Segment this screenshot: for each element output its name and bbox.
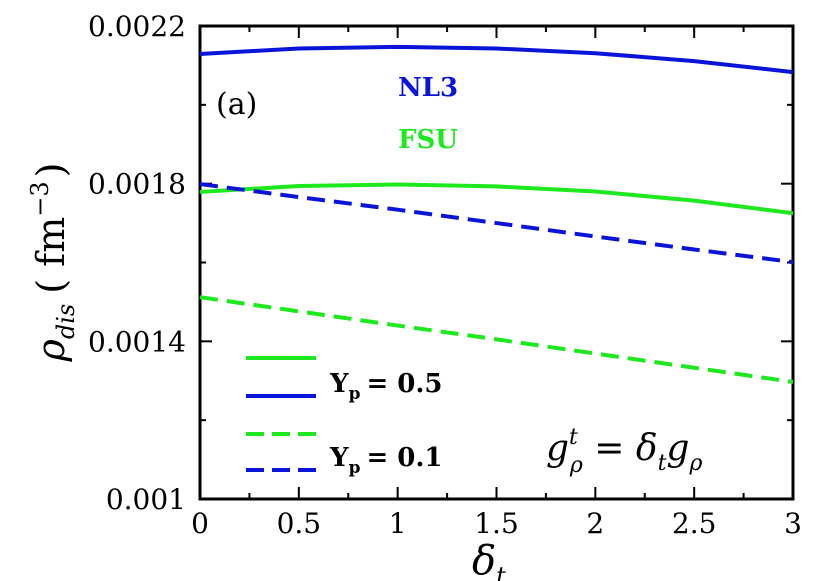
legend-entry-2-sub: p [349,458,361,478]
x-tick-label: 2 [586,507,604,540]
y-axis-title-main: ρ [29,338,73,362]
x-axis-title-main: δ [472,538,496,581]
formula-eq: = [583,428,636,469]
series-line-nl3-yp-01 [199,182,794,265]
y-axis-title-unit-exp: −3 [26,181,54,216]
legend-entry-1: Yp = 0.5 [329,369,443,404]
x-axis-title-sub: t [496,562,506,581]
legend: Yp = 0.5 Yp = 0.1 [246,356,443,478]
y-tick-label: 0.0014 [88,325,186,358]
x-tick-label: 0 [191,507,209,540]
series-line-nl3-yp-05 [199,44,794,75]
y-axis-title-unit-close: ) [29,163,73,178]
formula-g2: g [666,428,689,469]
x-tick-label: 2.5 [672,507,717,540]
formula-annotation: gt ρ = δtgρ [546,425,702,478]
plot-frame [198,24,795,501]
panel-label-text: (a) [216,87,257,122]
formula-delta-sub: t [658,451,667,476]
fsu-annotation: FSU [398,125,458,155]
legend-entry-2-value: = 0.1 [366,443,442,473]
y-tick-label: 0.001 [106,483,186,516]
legend-entry-1-label: Y [329,369,349,399]
x-tick-labels: 0 0.5 1 1.5 2 2.5 3 [191,507,802,540]
axis-ticks [199,25,794,500]
x-axis-title: δt [472,538,506,581]
series-line-fsu-yp-01 [199,295,794,384]
legend-entry-2-label: Y [329,443,349,473]
y-axis-title-sub: dis [52,304,80,339]
legend-entry-1-value: = 0.5 [366,369,442,399]
panel-label: (a) [216,87,257,122]
x-tick-label: 3 [784,507,802,540]
formula-sup: t [569,425,578,450]
legend-entry-2: Yp = 0.1 [329,443,443,478]
y-tick-label: 0.0018 [88,168,186,201]
formula-delta: δ [636,428,658,469]
formula-g2-sub: ρ [688,451,702,476]
x-tick-label: 0.5 [277,507,322,540]
formula-g: g [546,428,569,469]
y-axis-title: ρdis ( fm−3) [26,163,80,363]
formula-sub: ρ [569,453,583,478]
x-tick-label: 1 [389,507,407,540]
series-line-fsu-yp-05 [199,182,794,216]
x-tick-label: 1.5 [474,507,519,540]
y-axis-title-unit: ( fm [29,217,73,294]
nl3-annotation: NL3 [398,73,458,103]
y-tick-label: 0.0022 [88,10,186,43]
series-layer [199,44,794,384]
y-tick-labels: 0.001 0.0014 0.0018 0.0022 [88,10,186,516]
legend-entry-1-sub: p [349,384,361,404]
